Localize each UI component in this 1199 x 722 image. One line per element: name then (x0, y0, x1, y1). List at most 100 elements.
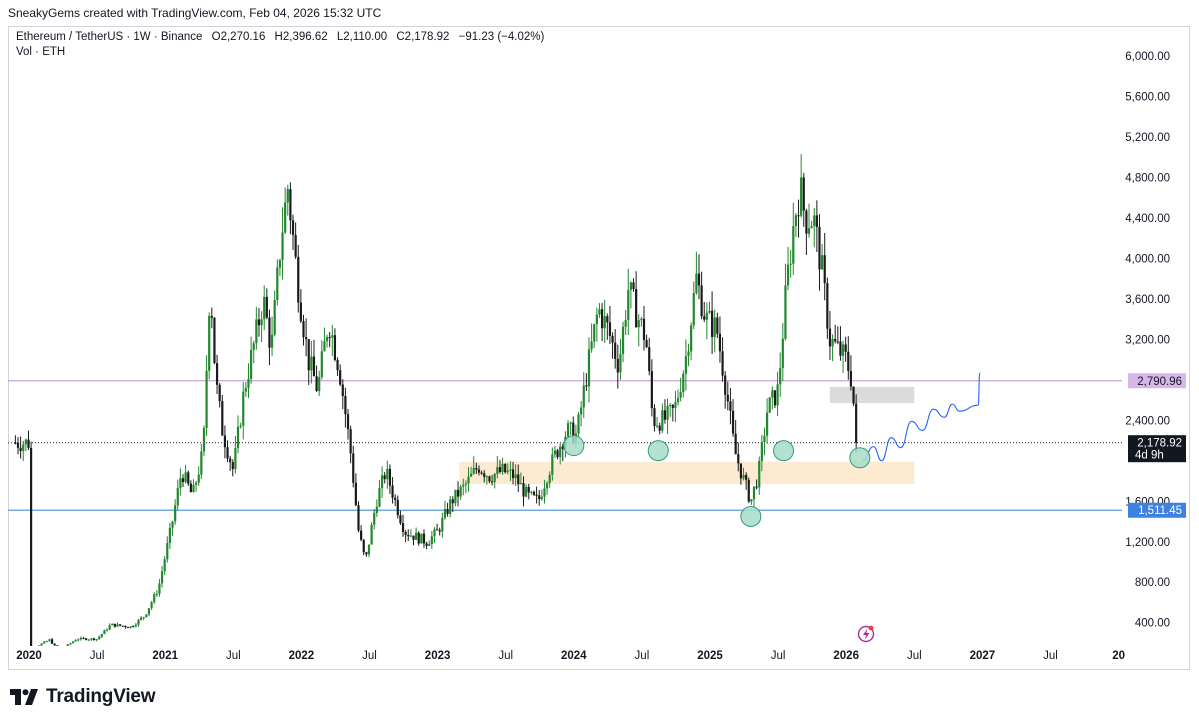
current-price-badge[interactable] (1128, 435, 1186, 463)
candle (84, 637, 88, 641)
candle (773, 390, 777, 408)
candle (234, 435, 237, 474)
symbol-name[interactable]: Ethereum / TetherUS · 1W · Binance (16, 31, 203, 43)
support-price-badge[interactable] (1128, 502, 1186, 518)
x-tick-label: 2024 (561, 650, 587, 662)
candle (137, 618, 140, 627)
candle (480, 470, 483, 475)
current-price-badge-label: 2,178.92 (1137, 438, 1182, 450)
candle (286, 184, 289, 216)
candle (153, 592, 156, 604)
candle (297, 244, 300, 313)
candle (663, 399, 667, 424)
candle (346, 408, 350, 440)
candles (14, 154, 858, 646)
candle (629, 281, 632, 309)
candle (307, 339, 310, 386)
candle (566, 420, 570, 439)
high-value: 2,396.62 (282, 31, 328, 43)
tradingview-logo[interactable]: TradingView (10, 686, 156, 708)
candle (530, 490, 533, 495)
candle (171, 520, 174, 536)
candle (333, 328, 337, 362)
volume-legend[interactable]: Vol · ETH (16, 46, 66, 58)
candle (281, 207, 284, 280)
marked-low-circle[interactable] (773, 440, 795, 462)
projection-path[interactable] (862, 372, 981, 462)
candle (813, 208, 816, 248)
candle (548, 471, 551, 488)
candle (818, 214, 821, 291)
candle (545, 480, 549, 495)
marked-low-circle[interactable] (849, 447, 871, 469)
candle (621, 321, 625, 363)
candle (50, 638, 54, 645)
candle (852, 386, 855, 407)
marked-low-circle[interactable] (647, 440, 669, 462)
support-zone[interactable] (459, 461, 915, 485)
candle (189, 480, 192, 493)
marked-low-circle[interactable] (740, 505, 762, 527)
candle (734, 420, 737, 455)
candle (229, 455, 232, 471)
candle (519, 472, 522, 485)
price-chart[interactable]: 6,000.00 5,600.00 5,200.00 4,800.00 4,400.00… (8, 26, 1190, 670)
candle (291, 214, 295, 251)
candle (318, 370, 321, 396)
candle (653, 404, 656, 432)
candle (847, 336, 850, 380)
candle (103, 629, 106, 635)
marked-low-circle[interactable] (563, 435, 585, 457)
candle (464, 480, 467, 494)
candle (409, 529, 412, 537)
candle (477, 465, 481, 476)
resistance-price-badge[interactable] (1128, 373, 1186, 389)
candle (373, 509, 376, 530)
symbol-legend[interactable]: Ethereum / TetherUS · 1W · Binance O2,27… (16, 31, 544, 43)
candle (352, 445, 355, 488)
candle (244, 382, 247, 397)
candle (412, 535, 415, 546)
lightning-icon[interactable] (857, 625, 875, 643)
candle (650, 359, 653, 417)
candle (339, 364, 342, 387)
candle (697, 254, 701, 300)
candle (768, 396, 771, 414)
candle (192, 479, 195, 493)
candle (294, 222, 297, 260)
candle (407, 529, 410, 542)
candle (692, 281, 695, 330)
candle (467, 467, 470, 492)
candle (142, 616, 145, 621)
candle (640, 316, 643, 327)
candle (750, 499, 753, 505)
candle (517, 464, 520, 492)
candle (43, 641, 46, 644)
candle (739, 463, 743, 485)
y-tick-label: 400.00 (1135, 618, 1170, 630)
candle (124, 625, 127, 629)
candle (797, 199, 800, 238)
candle (197, 466, 200, 487)
chart-frame[interactable] (8, 26, 1190, 670)
candle (784, 263, 787, 341)
candle (260, 311, 263, 342)
y-tick-label: 6,000.00 (1125, 51, 1170, 63)
candle (336, 357, 339, 376)
resistance-zone[interactable] (829, 386, 915, 404)
candle (179, 468, 182, 496)
y-tick-label: 4,000.00 (1125, 253, 1170, 265)
candle (394, 494, 397, 507)
candle (396, 495, 399, 519)
candle (834, 324, 837, 344)
candle (370, 522, 373, 545)
candle (378, 480, 381, 508)
candle (585, 373, 588, 392)
x-tick-label: Jul (635, 650, 650, 662)
candle (776, 371, 779, 417)
candle (522, 476, 525, 507)
candle (525, 484, 528, 498)
candle (87, 638, 90, 641)
x-tick-label: Jul (771, 650, 786, 662)
candle (404, 530, 407, 543)
